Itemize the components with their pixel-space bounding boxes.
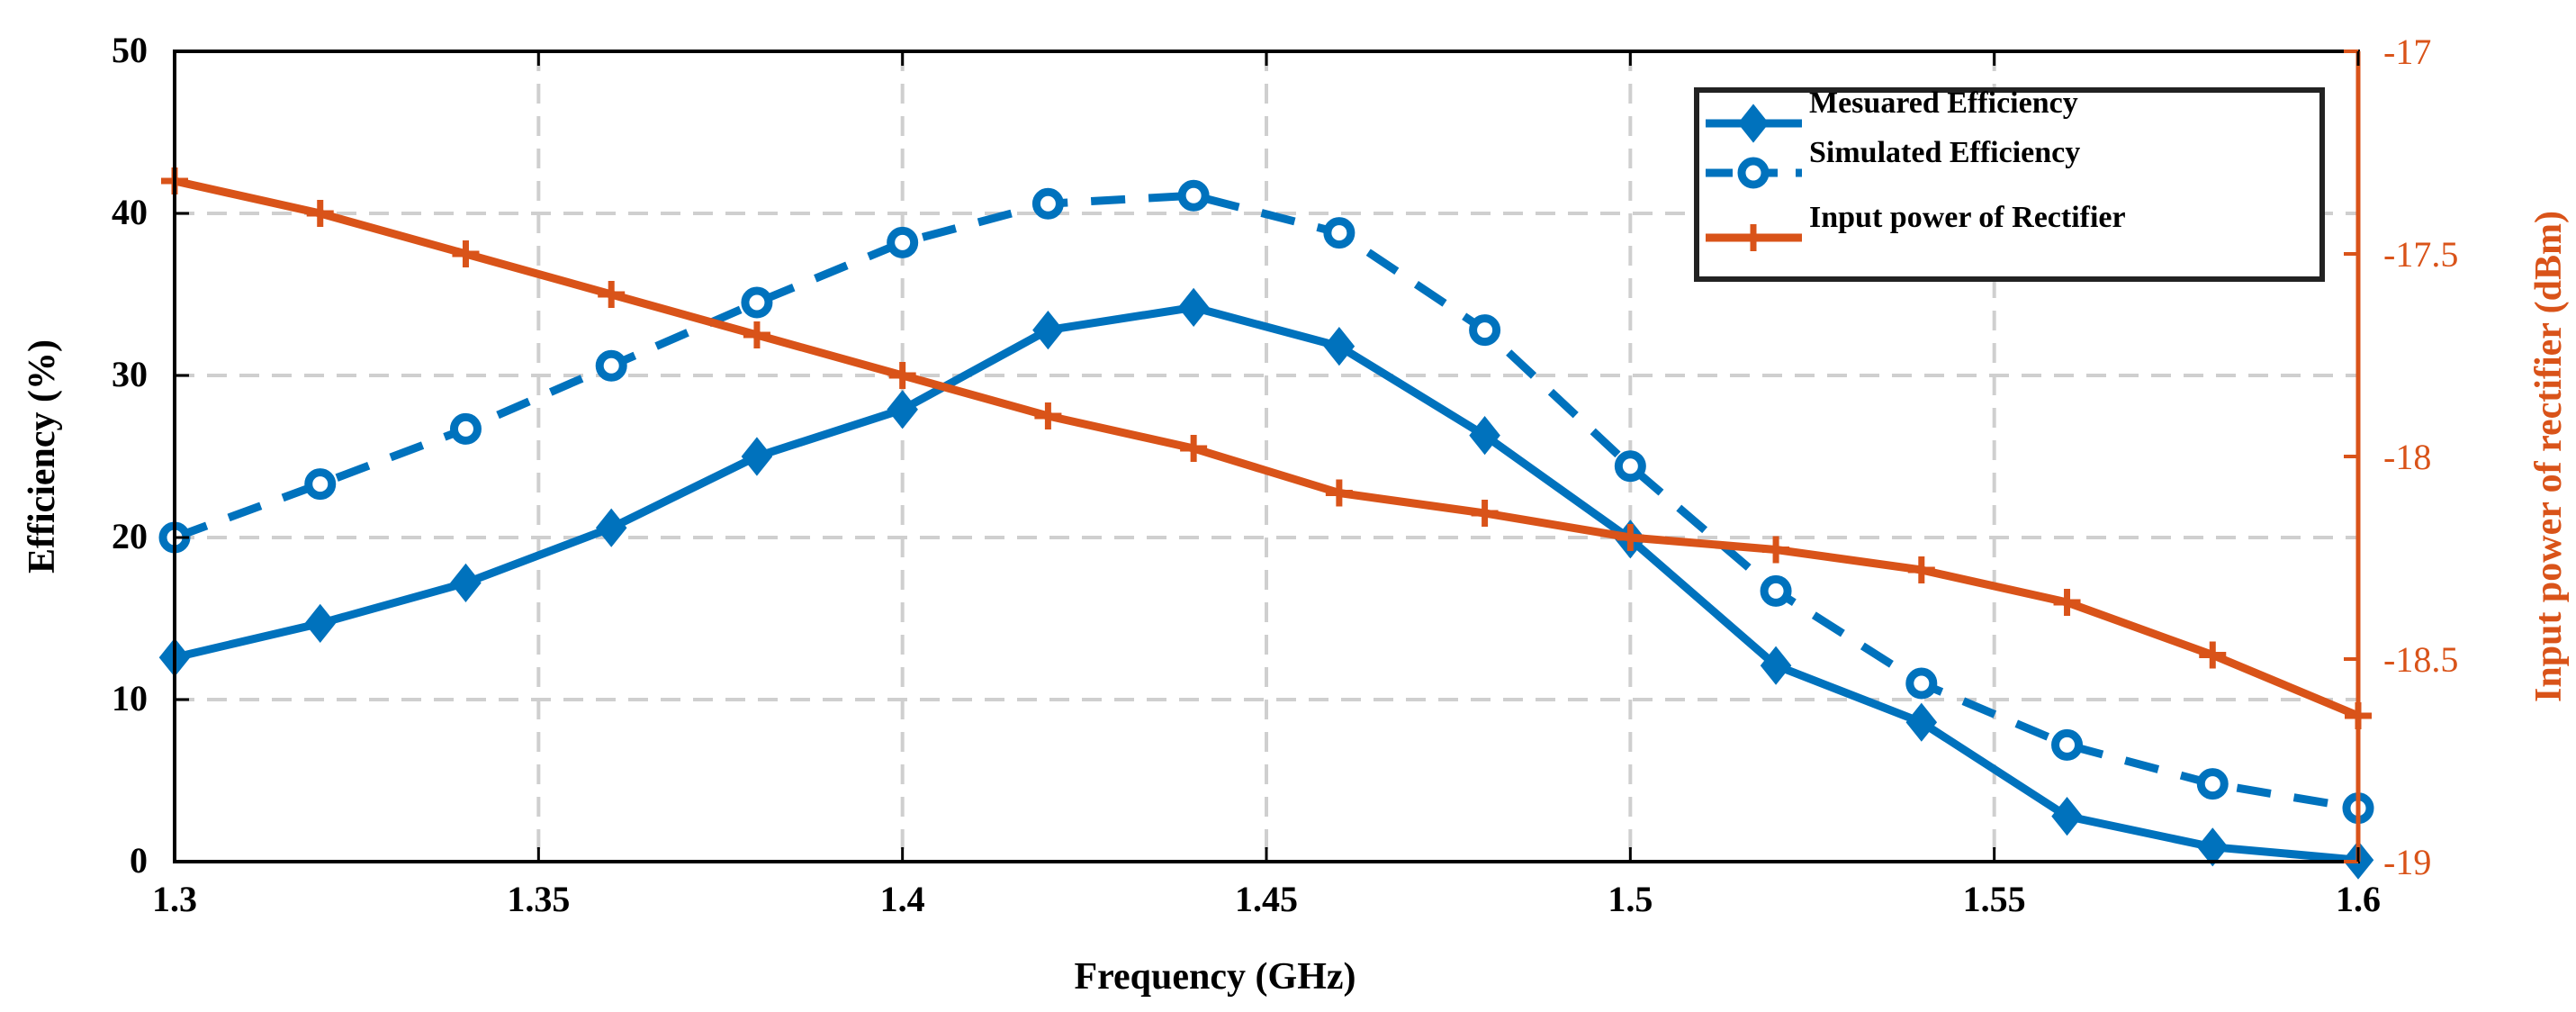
circle-marker [449,412,482,445]
circle-marker [2196,768,2229,800]
plus-marker [2053,589,2081,616]
right-axis: -19 -18.5 -18 -17.5 -17 [2344,32,2458,882]
plus-marker [743,321,770,348]
diamond-marker [2196,827,2229,867]
x-tick-label: 1.55 [1963,879,2026,919]
diamond-marker [741,437,773,476]
diamond-marker [1737,104,1770,143]
plus-marker [1180,435,1208,462]
diamond-marker [1905,702,1938,742]
right-tick-label: -17 [2383,32,2431,72]
y-tick-label: 50 [112,30,148,70]
plus-marker [1325,479,1353,507]
circle-marker [1737,157,1770,189]
right-tick-label: -18 [2383,437,2431,477]
x-tick-label: 1.4 [880,879,925,919]
diamond-marker [1760,646,1792,685]
circle-marker [1031,187,1064,220]
plus-marker [598,281,626,308]
y-tick-label: 0 [130,840,148,881]
right-tick-label: -19 [2383,842,2431,882]
plus-marker [1617,524,1644,551]
diamond-marker [450,563,482,603]
series-layer [158,167,2374,880]
diamond-marker [595,508,627,547]
x-tick-label: 1.6 [2336,879,2381,919]
y-axis-title-right: Input power of rectifier (dBm) [2528,211,2570,702]
diamond-marker [1032,310,1064,350]
y-tick-label: 30 [112,354,148,394]
x-tick-label: 1.45 [1235,879,1298,919]
plus-marker [1740,224,1767,251]
legend-label: Simulated Efficiency [1809,136,2080,169]
diamond-marker [1323,326,1356,366]
y-tick-label: 40 [112,192,148,232]
circle-marker [1760,574,1792,607]
series-line [173,303,2359,864]
diamond-marker [2051,796,2083,836]
circle-marker [741,286,773,319]
right-tick-label: -18.5 [2383,639,2458,680]
series-3 [161,167,2372,729]
circle-marker [595,349,627,382]
diamond-marker [1177,287,1210,328]
y-axis-title: Efficiency (%) [22,339,63,574]
legend-label: Mesuared Efficiency [1809,86,2078,120]
circle-marker [1323,217,1356,249]
ticks-layer: 1.3 1.35 1.4 1.45 1.5 1.55 1.6 0 10 20 30 40 50 [112,30,2381,919]
x-tick-label: 1.5 [1608,879,1653,919]
plus-marker [1907,556,1935,583]
plus-marker [1471,500,1499,527]
series-line [174,176,2360,720]
circle-marker [2051,728,2084,761]
diamond-marker [1469,415,1500,456]
diamond-marker [304,603,337,644]
plus-marker [1762,536,1790,564]
y-tick-label: 20 [112,516,148,556]
plus-marker [452,240,480,267]
circle-marker [1177,179,1210,212]
circle-marker [304,468,337,501]
right-tick-label: -17.5 [2383,234,2458,275]
x-tick-label: 1.35 [507,879,570,919]
diamond-marker [887,390,918,429]
legend-items: Mesuared Efficiency Simulated Efficiency I… [1706,86,2126,251]
plus-marker [1034,402,1062,429]
circle-marker [1469,314,1501,347]
circle-marker [1614,450,1646,483]
series-1 [158,287,2374,880]
plus-marker [2199,641,2227,669]
plus-marker [888,362,916,389]
legend-label: Input power of Rectifier [1809,201,2126,234]
legend: Mesuared Efficiency Simulated Efficiency I… [1694,86,2325,282]
circle-marker [1905,667,1938,700]
plus-marker [306,200,334,227]
y-tick-label: 10 [112,678,148,718]
series-line [173,191,2359,813]
x-axis-title: Frequency (GHz) [1075,956,1356,998]
circle-marker [887,226,919,258]
x-tick-label: 1.3 [152,879,197,919]
